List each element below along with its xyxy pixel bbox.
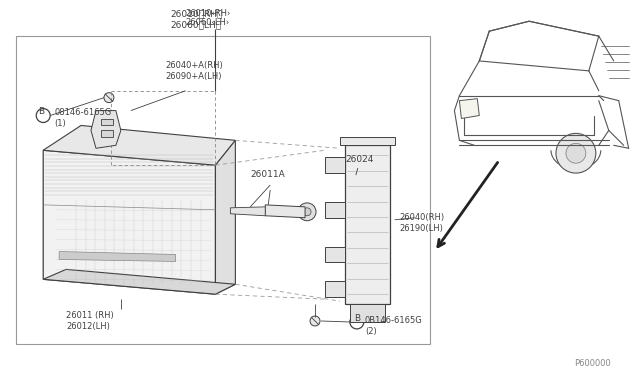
Circle shape xyxy=(298,203,316,221)
Polygon shape xyxy=(325,247,345,262)
Polygon shape xyxy=(44,125,236,165)
Polygon shape xyxy=(91,110,121,148)
Circle shape xyxy=(303,208,311,216)
Polygon shape xyxy=(265,205,305,218)
Circle shape xyxy=(356,309,364,317)
Text: 08146-6165G: 08146-6165G xyxy=(54,108,111,116)
Polygon shape xyxy=(350,304,385,322)
Text: 26011A: 26011A xyxy=(250,170,285,179)
Text: 26011 (RH): 26011 (RH) xyxy=(66,311,114,320)
Text: B: B xyxy=(38,107,44,116)
Polygon shape xyxy=(101,119,113,125)
Text: 26090+A(LH): 26090+A(LH) xyxy=(166,72,222,81)
Circle shape xyxy=(331,161,339,169)
Polygon shape xyxy=(44,150,216,294)
Circle shape xyxy=(331,285,339,293)
Text: 26012(LH): 26012(LH) xyxy=(66,322,110,331)
Text: (1): (1) xyxy=(54,119,66,128)
Polygon shape xyxy=(325,281,345,297)
Text: 26010〈RH〉: 26010〈RH〉 xyxy=(171,9,223,18)
Polygon shape xyxy=(340,137,395,145)
Circle shape xyxy=(331,206,339,214)
Polygon shape xyxy=(345,145,390,304)
Text: 26060〈LH〉: 26060〈LH〉 xyxy=(171,20,222,29)
Circle shape xyxy=(566,143,586,163)
Text: 26040+A(RH): 26040+A(RH) xyxy=(166,61,223,70)
Polygon shape xyxy=(216,140,236,294)
Circle shape xyxy=(371,309,379,317)
Text: P600000: P600000 xyxy=(574,359,611,368)
Polygon shape xyxy=(59,251,175,262)
Polygon shape xyxy=(230,207,265,216)
Polygon shape xyxy=(325,157,345,173)
Polygon shape xyxy=(325,202,345,218)
Polygon shape xyxy=(44,269,236,294)
Text: 26040(RH): 26040(RH) xyxy=(399,213,445,222)
Circle shape xyxy=(331,250,339,259)
Text: B: B xyxy=(354,314,360,324)
Text: 26024: 26024 xyxy=(345,155,373,164)
Text: 26060‹LH›: 26060‹LH› xyxy=(186,18,230,27)
Text: 0B146-6165G: 0B146-6165G xyxy=(365,316,422,325)
Text: 26010‹RH›: 26010‹RH› xyxy=(186,9,231,18)
Text: 26190(LH): 26190(LH) xyxy=(399,224,444,233)
Circle shape xyxy=(104,93,114,103)
Text: (2): (2) xyxy=(365,327,376,336)
Circle shape xyxy=(556,134,596,173)
Circle shape xyxy=(310,316,320,326)
Polygon shape xyxy=(460,99,479,119)
Polygon shape xyxy=(101,131,113,137)
